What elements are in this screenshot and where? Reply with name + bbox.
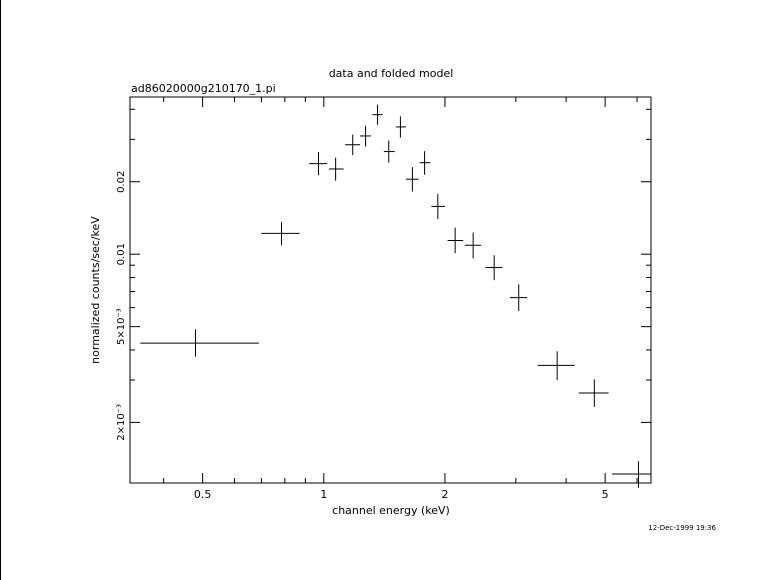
data-point: [328, 157, 344, 181]
timestamp: 12-Dec-1999 19:36: [648, 524, 716, 532]
x-tick-label: 1: [320, 488, 327, 501]
data-point: [537, 351, 575, 381]
data-point: [140, 329, 259, 357]
data-points: [140, 104, 651, 488]
chart-title: data and folded model: [329, 67, 454, 80]
window-left-edge: [0, 0, 1, 580]
data-point: [383, 140, 395, 163]
chart-subtitle: ad86020000g210170_1.pi: [131, 82, 276, 95]
data-point: [431, 193, 445, 220]
data-point: [345, 134, 360, 156]
y-tick-label: 0.02: [116, 171, 127, 193]
x-tick-label: 2: [441, 488, 448, 501]
x-axis-label: channel energy (keV): [332, 504, 450, 517]
y-tick-label: 2×10⁻³: [116, 404, 127, 441]
data-point: [419, 151, 431, 175]
y-tick-labels: 2×10⁻³ 5×10⁻³ 0.01 0.02: [116, 171, 127, 441]
data-point: [447, 227, 464, 254]
y-tick-label: 0.01: [116, 243, 127, 265]
data-point: [405, 167, 419, 192]
plot-frame: [129, 96, 652, 484]
y-axis-label: normalized counts/sec/keV: [89, 216, 102, 364]
x-tick-labels: 0.5 1 2 5: [194, 488, 609, 501]
data-point: [509, 284, 528, 312]
data-point: [464, 232, 482, 259]
data-point: [372, 104, 383, 125]
data-point: [261, 222, 300, 246]
x-tick-label: 5: [602, 488, 609, 501]
data-point: [485, 255, 503, 281]
data-point: [395, 116, 406, 138]
x-tick-label: 0.5: [194, 488, 212, 501]
data-point: [578, 379, 609, 407]
data-point: [309, 151, 328, 176]
y-tick-label: 5×10⁻³: [116, 308, 127, 345]
data-point: [359, 125, 372, 147]
axis-ticks: [130, 97, 651, 483]
data-point: [611, 461, 651, 488]
